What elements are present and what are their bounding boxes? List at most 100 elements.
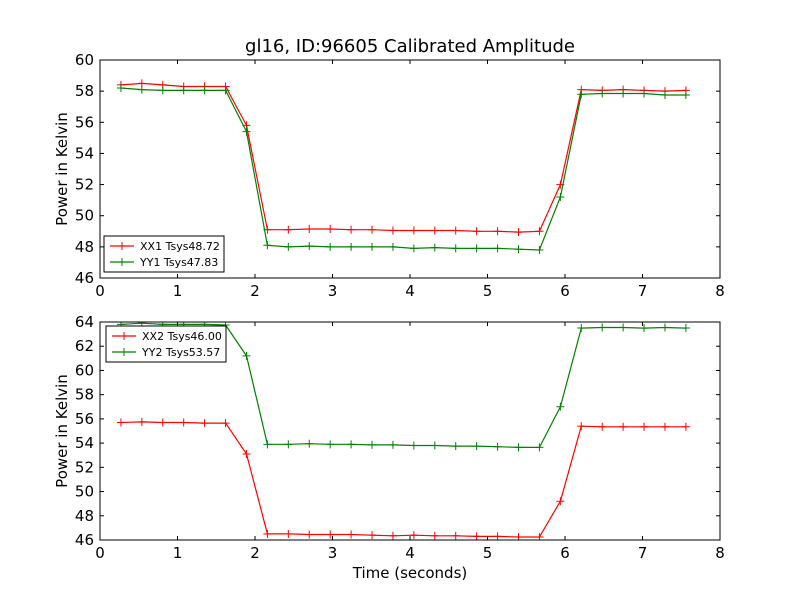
y-axis-label: Power in Kelvin xyxy=(53,112,71,226)
data-point xyxy=(284,225,293,234)
series-line-2 xyxy=(120,87,686,251)
data-point xyxy=(577,90,586,99)
data-point xyxy=(200,419,209,428)
x-tick-label: 6 xyxy=(560,282,570,300)
data-point xyxy=(221,86,230,95)
data-point xyxy=(472,532,481,540)
data-point xyxy=(200,86,209,95)
legend: XX1 Tsys48.72 YY1 Tsys47.83 xyxy=(103,235,225,273)
data-point xyxy=(514,443,523,452)
data-point xyxy=(514,245,523,254)
x-tick-label: 7 xyxy=(638,282,648,300)
x-tick-label: 6 xyxy=(560,544,570,562)
data-point xyxy=(430,226,439,235)
data-point xyxy=(368,225,377,234)
y-tick-label: 52 xyxy=(75,176,94,194)
data-point xyxy=(640,422,649,431)
y-tick-label: 46 xyxy=(75,269,94,287)
series-line-2 xyxy=(120,322,686,448)
legend-marker xyxy=(118,258,126,266)
data-point xyxy=(116,84,125,93)
data-point xyxy=(619,323,628,332)
data-point xyxy=(263,241,272,250)
y-tick-label: 52 xyxy=(75,458,94,476)
series-group xyxy=(116,79,690,254)
data-point xyxy=(305,530,314,539)
x-tick-label: 8 xyxy=(715,282,725,300)
data-point xyxy=(409,244,418,253)
data-point xyxy=(368,440,377,449)
series-group xyxy=(116,322,690,540)
y-axis-label: Power in Kelvin xyxy=(53,374,71,488)
data-point xyxy=(116,418,125,427)
data-point xyxy=(535,227,544,236)
data-point xyxy=(577,324,586,333)
data-point xyxy=(660,91,669,100)
legend-entry: XX1 Tsys48.72 xyxy=(140,240,220,253)
legend-entry: XX2 Tsys46.00 xyxy=(142,330,222,343)
data-point xyxy=(137,417,146,426)
y-tick-label: 50 xyxy=(75,207,94,225)
x-axis-label: Time (seconds) xyxy=(352,564,468,582)
x-tick-label: 4 xyxy=(405,544,415,562)
data-point xyxy=(681,422,690,431)
data-point xyxy=(472,442,481,451)
legend: XX2 Tsys46.00 YY2 Tsys53.57 xyxy=(105,325,227,363)
data-point xyxy=(535,443,544,452)
y-tick-label: 54 xyxy=(75,144,94,162)
data-point xyxy=(388,242,397,251)
data-point xyxy=(388,226,397,235)
legend-entry: YY2 Tsys53.57 xyxy=(141,346,220,359)
series-line-1 xyxy=(120,82,686,233)
data-point xyxy=(347,242,356,251)
y-tick-label: 56 xyxy=(75,410,94,428)
x-tick-label: 3 xyxy=(328,544,338,562)
data-point xyxy=(556,402,565,411)
data-point xyxy=(409,531,418,540)
data-point xyxy=(284,440,293,449)
data-point xyxy=(242,351,251,360)
data-point xyxy=(242,450,251,459)
data-point xyxy=(305,242,314,251)
data-point xyxy=(681,324,690,333)
y-tick-label: 62 xyxy=(75,337,94,355)
y-tick-label: 56 xyxy=(75,113,94,131)
y-tick-label: 48 xyxy=(75,507,94,525)
y-tick-label: 60 xyxy=(75,51,94,69)
data-point xyxy=(158,418,167,427)
x-tick-label: 1 xyxy=(173,544,183,562)
y-tick-label: 50 xyxy=(75,483,94,501)
data-point xyxy=(409,226,418,235)
data-point xyxy=(368,531,377,540)
data-point xyxy=(493,532,502,540)
data-point xyxy=(619,89,628,98)
data-point xyxy=(284,529,293,538)
data-point xyxy=(598,323,607,332)
x-tick-label: 8 xyxy=(715,544,725,562)
data-point xyxy=(451,226,460,235)
y-tick-label: 48 xyxy=(75,238,94,256)
data-point xyxy=(493,442,502,451)
y-tick-label: 58 xyxy=(75,82,94,100)
data-point xyxy=(179,418,188,427)
y-tick-label: 60 xyxy=(75,361,94,379)
data-point xyxy=(556,193,565,202)
x-tick-label: 7 xyxy=(638,544,648,562)
data-point xyxy=(305,224,314,233)
data-point xyxy=(326,530,335,539)
x-tick-label: 4 xyxy=(405,282,415,300)
data-point xyxy=(556,497,565,506)
data-point xyxy=(681,91,690,100)
data-point xyxy=(430,441,439,450)
x-tick-label: 5 xyxy=(483,544,493,562)
data-point xyxy=(430,531,439,540)
data-point xyxy=(388,440,397,449)
data-point xyxy=(598,422,607,431)
y-tick-label: 54 xyxy=(75,434,94,452)
data-point xyxy=(472,244,481,253)
data-point xyxy=(451,442,460,451)
data-point xyxy=(263,529,272,538)
data-point xyxy=(493,244,502,253)
